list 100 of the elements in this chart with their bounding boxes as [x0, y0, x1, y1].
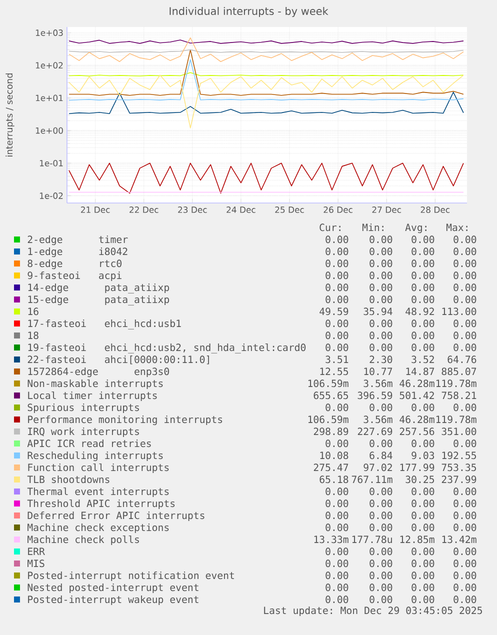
line-series: [68, 37, 464, 62]
text: 0.00: [370, 596, 392, 604]
text: 0.00: [412, 296, 434, 304]
text: 0.00: [412, 500, 434, 508]
legend-label: 1572864-edge enp3s0: [28, 368, 170, 378]
legend-label: 16: [28, 308, 38, 316]
text: 106.59m: [308, 380, 348, 388]
text: 0.00: [326, 524, 348, 532]
x-tick-label: 21 Dec: [81, 206, 110, 213]
text: 0.00: [412, 596, 434, 604]
legend-label: Threshold APIC interrupts: [27, 499, 175, 510]
legend-label: Machine check polls: [28, 535, 139, 546]
text: 0.00: [370, 344, 392, 352]
legend-label: Performance monitoring interrupts: [28, 416, 222, 426]
text: 0.00: [454, 584, 476, 592]
text: 0.00: [412, 344, 434, 352]
text: 0.00: [326, 584, 348, 592]
text: 758.21: [442, 392, 476, 400]
text: 0.00: [454, 440, 476, 448]
text: 0.00: [326, 548, 348, 556]
text: 35.94: [364, 308, 392, 316]
text: 13.42m: [442, 536, 476, 544]
text: 0.00: [454, 272, 476, 280]
legend-label: 14-edge pata_atiixp: [28, 284, 170, 294]
text: 0.00: [454, 500, 476, 508]
legend-label: Deferred Error APIC interrupts: [28, 512, 204, 522]
text: 49.59: [320, 308, 348, 316]
text: Last update: Mon Dec 29 03:45:05 2025: [264, 606, 482, 616]
text: 0.00: [326, 488, 348, 496]
text: 0.00: [326, 236, 348, 244]
text: 0.00: [412, 488, 434, 496]
text: Min:: [362, 224, 384, 231]
text: 0.00: [454, 296, 476, 304]
text: 0.00: [370, 404, 392, 412]
text: 0.00: [370, 332, 392, 340]
text: 10.77: [364, 368, 392, 376]
text: 64.76: [448, 356, 476, 364]
text: 192.55: [442, 452, 476, 460]
text: 0.00: [454, 560, 476, 568]
text: 3.52: [412, 356, 434, 364]
text: 0.00: [370, 584, 392, 592]
text: 257.56: [400, 428, 434, 436]
text: 0.00: [370, 296, 392, 304]
text: 655.65: [314, 392, 348, 400]
text: 97.02: [364, 464, 392, 472]
legend-label: 17-fasteoi ehci_hcd:usb1: [28, 320, 181, 330]
text: 0.00: [454, 572, 476, 580]
legend-label: 15-edge pata_atiixp: [28, 296, 170, 306]
text: Cur:: [320, 224, 340, 232]
text: 753.35: [442, 464, 476, 472]
text: 0.00: [454, 596, 476, 604]
text: 46.28m: [400, 380, 434, 388]
text: 0.00: [454, 248, 476, 256]
text: 0.00: [412, 440, 434, 448]
text: 0.00: [412, 284, 434, 292]
x-tick-label: 25 Dec: [275, 206, 304, 213]
text: 0.00: [326, 560, 348, 568]
legend-label: Non-maskable interrupts: [28, 379, 163, 390]
line-series: [68, 92, 464, 114]
text: 177.99: [400, 464, 434, 472]
legend-label: ERR: [28, 548, 45, 555]
x-tick-label: 24 Dec: [226, 206, 256, 213]
text: 0.00: [370, 500, 392, 508]
legend-label: 1-edge i8042: [28, 248, 128, 258]
text: 0.00: [454, 236, 476, 244]
text: 13.33m: [314, 536, 348, 544]
y-tick-label: 1e+03: [36, 30, 63, 36]
text: 237.99: [442, 476, 476, 484]
legend-label: Thermal event interrupts: [27, 487, 169, 498]
text: 0.00: [454, 404, 476, 412]
legend-label: 9-fasteoi acpi: [28, 272, 122, 282]
text: 0.00: [412, 524, 434, 532]
text: 119.78m: [436, 380, 476, 388]
text: 0.00: [326, 296, 348, 304]
text: 0.00: [412, 272, 434, 280]
legend-label: Local timer interrupts: [28, 391, 157, 402]
text: 0.00: [454, 260, 476, 268]
text: 0.00: [454, 284, 476, 292]
text: 119.78m: [436, 416, 476, 424]
x-tick-label: 28 Dec: [420, 206, 450, 213]
text: 0.00: [370, 560, 392, 568]
legend-label: Machine check exceptions: [28, 524, 169, 534]
text: 48.92: [406, 308, 434, 316]
text: 0.00: [326, 272, 348, 280]
x-tick-label: 23 Dec: [178, 206, 207, 213]
text: 0.00: [370, 320, 392, 328]
legend-label: Rescheduling interrupts: [28, 451, 163, 462]
text: 0.00: [454, 320, 476, 328]
text: 501.42: [400, 392, 434, 400]
text: 0.00: [412, 548, 434, 556]
legend-label: Function call interrupts: [28, 463, 169, 474]
y-tick-label: 1e-02: [40, 192, 63, 199]
text: 3.51: [326, 356, 348, 364]
text: 12.85m: [400, 536, 434, 544]
text: 0.00: [412, 572, 434, 580]
text: 0.00: [326, 512, 348, 520]
text: 0.00: [454, 488, 476, 496]
text: 0.00: [412, 512, 434, 520]
legend-label: IRQ work interrupts: [28, 428, 139, 438]
y-tick-label: 1e+01: [36, 94, 63, 102]
